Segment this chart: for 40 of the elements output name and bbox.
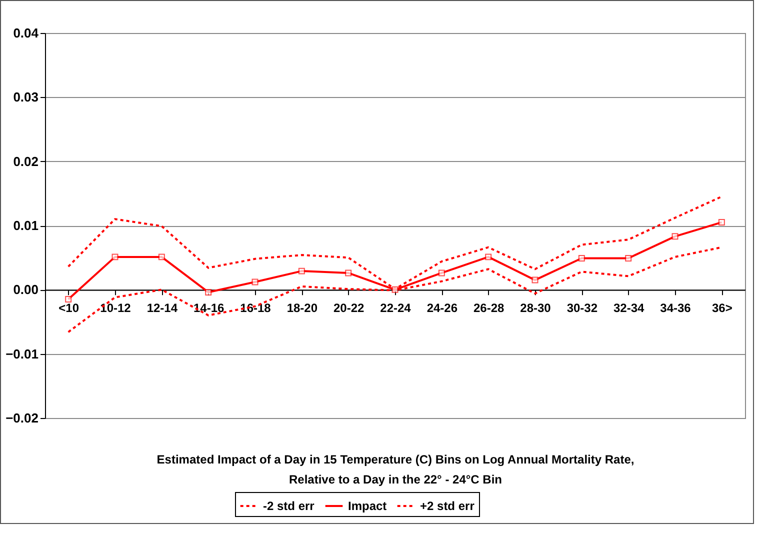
x-tick-label: 10-12 <box>100 301 132 316</box>
x-tick-label: 36> <box>712 301 732 316</box>
x-tick-label: 32-34 <box>613 301 644 316</box>
x-tick-label: 22-24 <box>380 301 412 316</box>
x-tick-label: 24-26 <box>426 301 458 316</box>
legend-label: -2 std err <box>263 499 315 513</box>
x-tick-label: 28-30 <box>520 301 552 316</box>
point <box>205 288 212 296</box>
point <box>625 254 632 262</box>
point <box>672 233 678 240</box>
y-tick-label: 0.02 <box>13 154 38 169</box>
point <box>298 268 305 274</box>
y-tick-label: 0.04 <box>13 26 40 40</box>
x-tick-label: 20-22 <box>333 301 364 316</box>
x-tick-label: <10 <box>58 301 80 316</box>
point <box>65 296 72 303</box>
point <box>345 270 352 276</box>
y-tick-label: −0.01 <box>6 346 38 362</box>
legend-label: Impact <box>348 499 387 513</box>
point <box>158 254 165 260</box>
y-tick-label: 0.01 <box>13 218 38 233</box>
x-tick-label: 30-32 <box>566 301 598 316</box>
point <box>438 270 445 276</box>
point <box>252 278 258 286</box>
x-tick-label: 26-28 <box>473 301 504 316</box>
point <box>485 254 492 260</box>
x-tick-label: 12-14 <box>146 301 178 316</box>
x-tick-label: 14-16 <box>193 301 224 316</box>
y-tick-label: −0.02 <box>6 410 38 426</box>
x-axis-title: Estimated Impact of a Day in 15 Temperature (C) Bins on Log Annual Mortality Rate, Relative to a Day in the 22° - 24°C Bin <box>156 452 634 486</box>
point <box>392 286 398 293</box>
y-tick-label: 0.00 <box>13 282 38 298</box>
point <box>532 276 538 284</box>
x-tick-label: 18-20 <box>286 301 318 316</box>
x-tick-label: 34-36 <box>660 301 692 316</box>
y-tick-label: 0.03 <box>13 90 38 105</box>
legend-label: +2 std err <box>420 499 475 513</box>
point <box>718 219 725 226</box>
point <box>578 254 585 262</box>
point <box>112 254 118 260</box>
